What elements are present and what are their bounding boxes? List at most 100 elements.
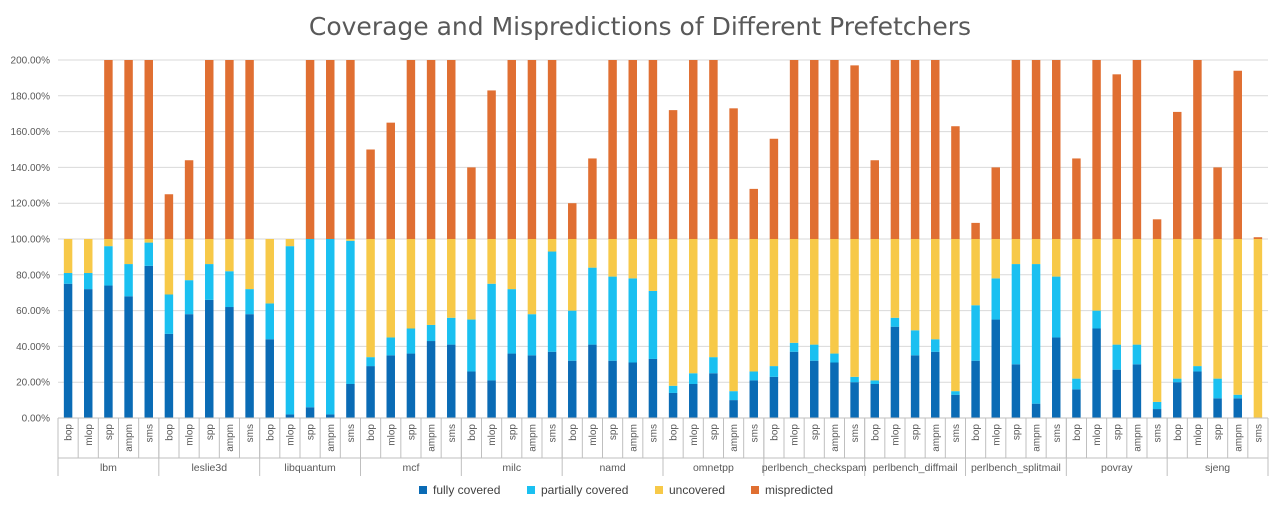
bar-segment-mispredicted <box>326 60 335 239</box>
bar-segment-mispredicted <box>689 60 698 239</box>
bar-segment-partially-covered <box>265 303 274 340</box>
bar-segment-uncovered <box>991 239 1000 279</box>
bar-segment-fully-covered <box>507 353 516 418</box>
bar-segment-partially-covered <box>588 267 597 345</box>
bar-segment-fully-covered <box>1152 409 1162 418</box>
bar-segment-fully-covered <box>951 394 960 418</box>
bar-segment-uncovered <box>366 239 375 358</box>
bar-segment-mispredicted <box>1112 74 1121 239</box>
x-tick-label: mlop <box>386 424 397 446</box>
bar-segment-mispredicted <box>164 194 174 239</box>
y-tick-label: 60.00% <box>16 306 50 317</box>
bar-segment-fully-covered <box>789 351 799 418</box>
bar-segment-partially-covered <box>366 357 375 367</box>
bar-segment-partially-covered <box>608 276 617 361</box>
legend-swatch <box>751 486 759 494</box>
bar-segment-partially-covered <box>1233 394 1242 399</box>
group-label: leslie3d <box>191 462 227 474</box>
bar-segment-fully-covered <box>971 360 980 418</box>
bar-segment-partially-covered <box>386 337 395 356</box>
x-tick-label: bop <box>366 424 377 441</box>
bar-segment-fully-covered <box>689 383 698 418</box>
bar-segment-mispredicted <box>991 167 1000 239</box>
bar-segment-partially-covered <box>749 371 758 381</box>
x-tick-label: mlop <box>285 424 296 446</box>
bar-segment-fully-covered <box>346 383 355 418</box>
y-tick-label: 200.00% <box>11 56 51 67</box>
bar-segment-fully-covered <box>1031 403 1041 418</box>
bar-segment-partially-covered <box>144 242 153 266</box>
x-tick-label: sms <box>951 424 962 442</box>
bar-segment-mispredicted <box>628 60 637 239</box>
bar-segment-uncovered <box>971 239 980 306</box>
group-label: lbm <box>100 462 117 474</box>
x-tick-label: ampm <box>1032 424 1043 452</box>
bar-segment-mispredicted <box>1132 60 1142 239</box>
bar-segment-partially-covered <box>184 280 194 315</box>
bar-segment-fully-covered <box>1132 364 1142 418</box>
bar-segment-uncovered <box>104 239 113 247</box>
bar-segment-fully-covered <box>749 380 758 418</box>
y-tick-label: 0.00% <box>22 414 50 425</box>
x-tick-label: bop <box>1072 424 1083 441</box>
bar-segment-uncovered <box>547 239 557 252</box>
bar-segment-mispredicted <box>1253 237 1263 239</box>
bar-segment-fully-covered <box>447 344 456 418</box>
bar-segment-partially-covered <box>467 319 476 372</box>
bar-segment-fully-covered <box>1092 328 1101 418</box>
group-label: omnetpp <box>693 462 734 474</box>
x-tick-label: bop <box>870 424 881 441</box>
bar-segment-fully-covered <box>1193 371 1202 418</box>
bar-segment-uncovered <box>426 239 436 325</box>
bar-segment-fully-covered <box>830 362 839 418</box>
x-tick-label: mlop <box>588 424 599 446</box>
bar-segment-fully-covered <box>1052 337 1061 418</box>
bar-segment-uncovered <box>769 239 779 367</box>
bar-segment-mispredicted <box>144 60 153 239</box>
x-tick-label: ampm <box>427 424 438 452</box>
bar-segment-mispredicted <box>104 60 113 239</box>
legend-swatch <box>655 486 663 494</box>
bar-segment-partially-covered <box>406 328 416 354</box>
bar-segment-uncovered <box>689 239 698 374</box>
x-tick-label: ampm <box>326 424 337 452</box>
bar-segment-partially-covered <box>305 239 315 408</box>
bar-segment-partially-covered <box>1072 378 1081 390</box>
bar-segment-partially-covered <box>245 289 254 315</box>
bar-segment-mispredicted <box>890 60 900 239</box>
bar-segment-fully-covered <box>285 414 295 418</box>
bar-segment-fully-covered <box>527 355 537 418</box>
bar-segment-uncovered <box>628 239 637 279</box>
bar-segment-fully-covered <box>648 358 658 418</box>
bar-segment-uncovered <box>205 239 214 265</box>
x-tick-label: ampm <box>931 424 942 452</box>
bar-segment-uncovered <box>265 239 274 304</box>
bar-segment-mispredicted <box>1152 219 1162 239</box>
bar-segment-mispredicted <box>971 222 980 239</box>
bar-segment-mispredicted <box>830 60 839 239</box>
bar-segment-fully-covered <box>245 314 254 418</box>
bar-segment-mispredicted <box>547 60 557 239</box>
bar-segment-fully-covered <box>205 299 214 418</box>
bar-segment-mispredicted <box>810 60 819 239</box>
bar-segment-uncovered <box>588 239 597 268</box>
bar-segment-uncovered <box>144 239 153 243</box>
bar-segment-fully-covered <box>305 407 315 418</box>
x-tick-label: bop <box>769 424 780 441</box>
x-tick-label: ampm <box>1233 424 1244 452</box>
bar-segment-uncovered <box>1213 239 1222 379</box>
bar-segment-partially-covered <box>568 310 577 361</box>
bar-segment-mispredicted <box>225 60 234 239</box>
bar-segment-fully-covered <box>84 289 93 418</box>
bar-segment-uncovered <box>285 239 295 247</box>
bar-segment-uncovered <box>870 239 879 381</box>
bar-segment-mispredicted <box>789 60 799 239</box>
bar-segment-mispredicted <box>1213 167 1222 239</box>
x-tick-label: mlop <box>1092 424 1103 446</box>
bar-segment-mispredicted <box>931 60 940 239</box>
bar-segment-uncovered <box>789 239 799 343</box>
bar-segment-partially-covered <box>426 324 436 342</box>
bar-segment-partially-covered <box>648 290 658 359</box>
bar-segment-partially-covered <box>1031 264 1041 404</box>
